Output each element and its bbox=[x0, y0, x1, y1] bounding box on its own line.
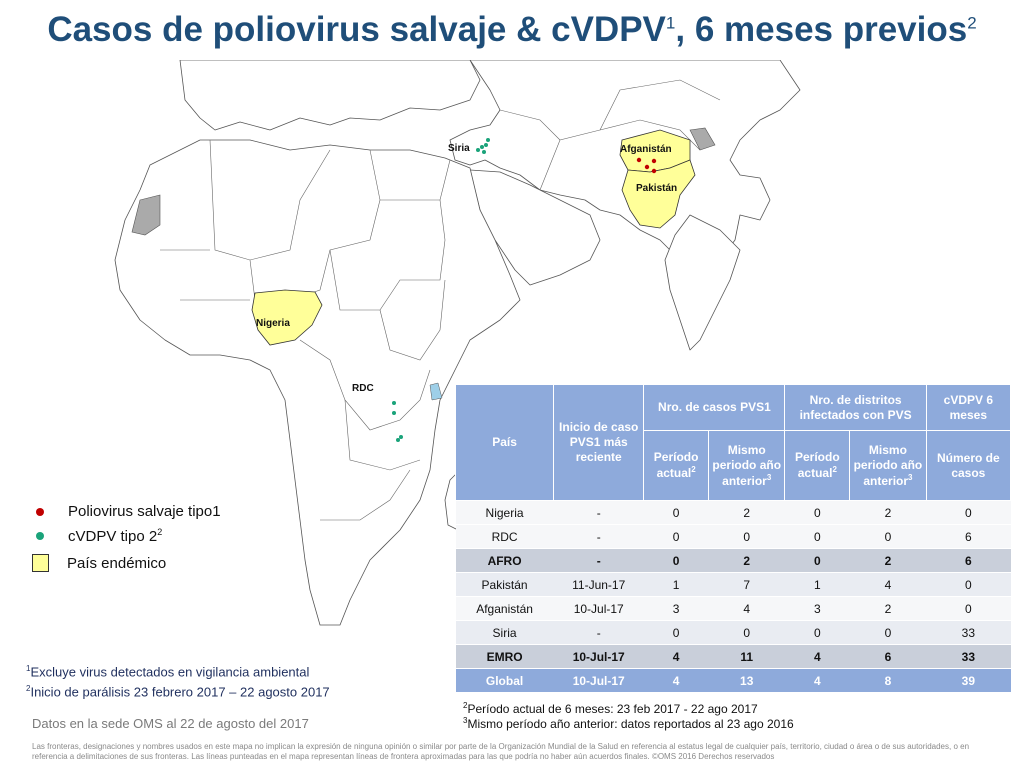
label-nigeria: Nigeria bbox=[256, 318, 290, 329]
cvdpv-dot bbox=[392, 411, 396, 415]
cvdpv-dot bbox=[392, 401, 396, 405]
red-dot-icon bbox=[36, 507, 44, 516]
legend-cvdpv: cVDPV tipo 22 bbox=[36, 527, 162, 545]
endemic-swatch-icon bbox=[32, 554, 49, 572]
europe-landmass bbox=[179, 60, 481, 131]
footnote-1: 1Excluye virus detectados en vigilancia … bbox=[26, 664, 310, 680]
lake bbox=[429, 382, 443, 401]
polio-cases-table: País Inicio de caso PVS1 más reciente Nr… bbox=[454, 384, 1012, 693]
th-casos-actual: Período actual2 bbox=[643, 430, 709, 501]
data-as-of: Datos en la sede OMS al 22 de agosto del… bbox=[32, 716, 309, 731]
green-dot-icon bbox=[36, 532, 44, 540]
table-row-total: Global 10-Jul-17 4 13 4 8 39 bbox=[455, 668, 1011, 693]
th-pais: País bbox=[454, 384, 555, 501]
wpv1-dot bbox=[644, 164, 650, 170]
label-afganistan: Afganistán bbox=[620, 144, 672, 155]
africa-landmass bbox=[114, 139, 521, 626]
cvdpv-dot bbox=[484, 143, 488, 147]
th-distritos-anterior: Mismo periodo año anterior3 bbox=[849, 430, 927, 501]
legend-endemic: País endémico bbox=[32, 554, 166, 572]
table-row: Afganistán 10-Jul-17 3 4 3 2 0 bbox=[455, 596, 1011, 621]
table-row: RDC -0 0 0 0 6 bbox=[455, 524, 1011, 549]
wpv1-dot bbox=[636, 157, 642, 163]
cvdpv-dot bbox=[476, 148, 480, 152]
kashmir bbox=[689, 127, 716, 151]
table-row-subtotal: AFRO -0 2 0 2 6 bbox=[455, 548, 1011, 573]
th-cvdpv-group: cVDPV 6 meses bbox=[925, 384, 1012, 431]
table-row-subtotal: EMRO 10-Jul-17 4 11 4 6 33 bbox=[455, 644, 1011, 669]
cvdpv-dot bbox=[482, 150, 486, 154]
footnote-mismo-periodo: 3Mismo período año anterior: datos repor… bbox=[463, 716, 794, 731]
wpv1-dot bbox=[651, 158, 657, 164]
label-pakistan: Pakistán bbox=[636, 183, 677, 194]
table-row: Siria -0 0 0 0 33 bbox=[455, 620, 1011, 645]
nigeria-shape bbox=[251, 289, 323, 346]
disclaimer: Las fronteras, designaciones y nombres u… bbox=[32, 742, 970, 762]
table-row: Nigeria -0 2 0 2 0 bbox=[455, 500, 1011, 525]
th-distritos-actual: Período actual2 bbox=[784, 430, 851, 501]
cvdpv-dot bbox=[399, 435, 403, 439]
th-casos-group: Nro. de casos PVS1 bbox=[643, 384, 786, 431]
western-sahara bbox=[131, 194, 161, 236]
footnote-periodo-actual: 2Período actual de 6 meses: 23 feb 2017 … bbox=[463, 701, 758, 716]
label-siria: Siria bbox=[448, 143, 470, 154]
page-title: Casos de poliovirus salvaje & cVDPV1, 6 … bbox=[47, 10, 977, 49]
label-rdc: RDC bbox=[352, 383, 374, 394]
cvdpv-dot bbox=[396, 438, 400, 442]
pakistan-shape bbox=[621, 159, 696, 229]
footnote-2: 2Inicio de parálisis 23 febrero 2017 – 2… bbox=[26, 684, 330, 700]
cvdpv-dot bbox=[480, 145, 484, 149]
cvdpv-dot bbox=[486, 138, 490, 142]
wpv1-dot bbox=[651, 168, 657, 174]
legend-wpv1: Poliovirus salvaje tipo1 bbox=[36, 503, 221, 520]
th-inicio: Inicio de caso PVS1 más reciente bbox=[553, 384, 645, 501]
th-numero-casos: Número de casos bbox=[925, 430, 1012, 501]
th-distritos-group: Nro. de distritos infectados con PVS bbox=[784, 384, 927, 431]
india-landmass bbox=[664, 214, 741, 351]
table-row: Pakistán 11-Jun-17 1 7 1 4 0 bbox=[455, 572, 1011, 597]
th-casos-anterior: Mismo periodo año anterior3 bbox=[707, 430, 786, 501]
